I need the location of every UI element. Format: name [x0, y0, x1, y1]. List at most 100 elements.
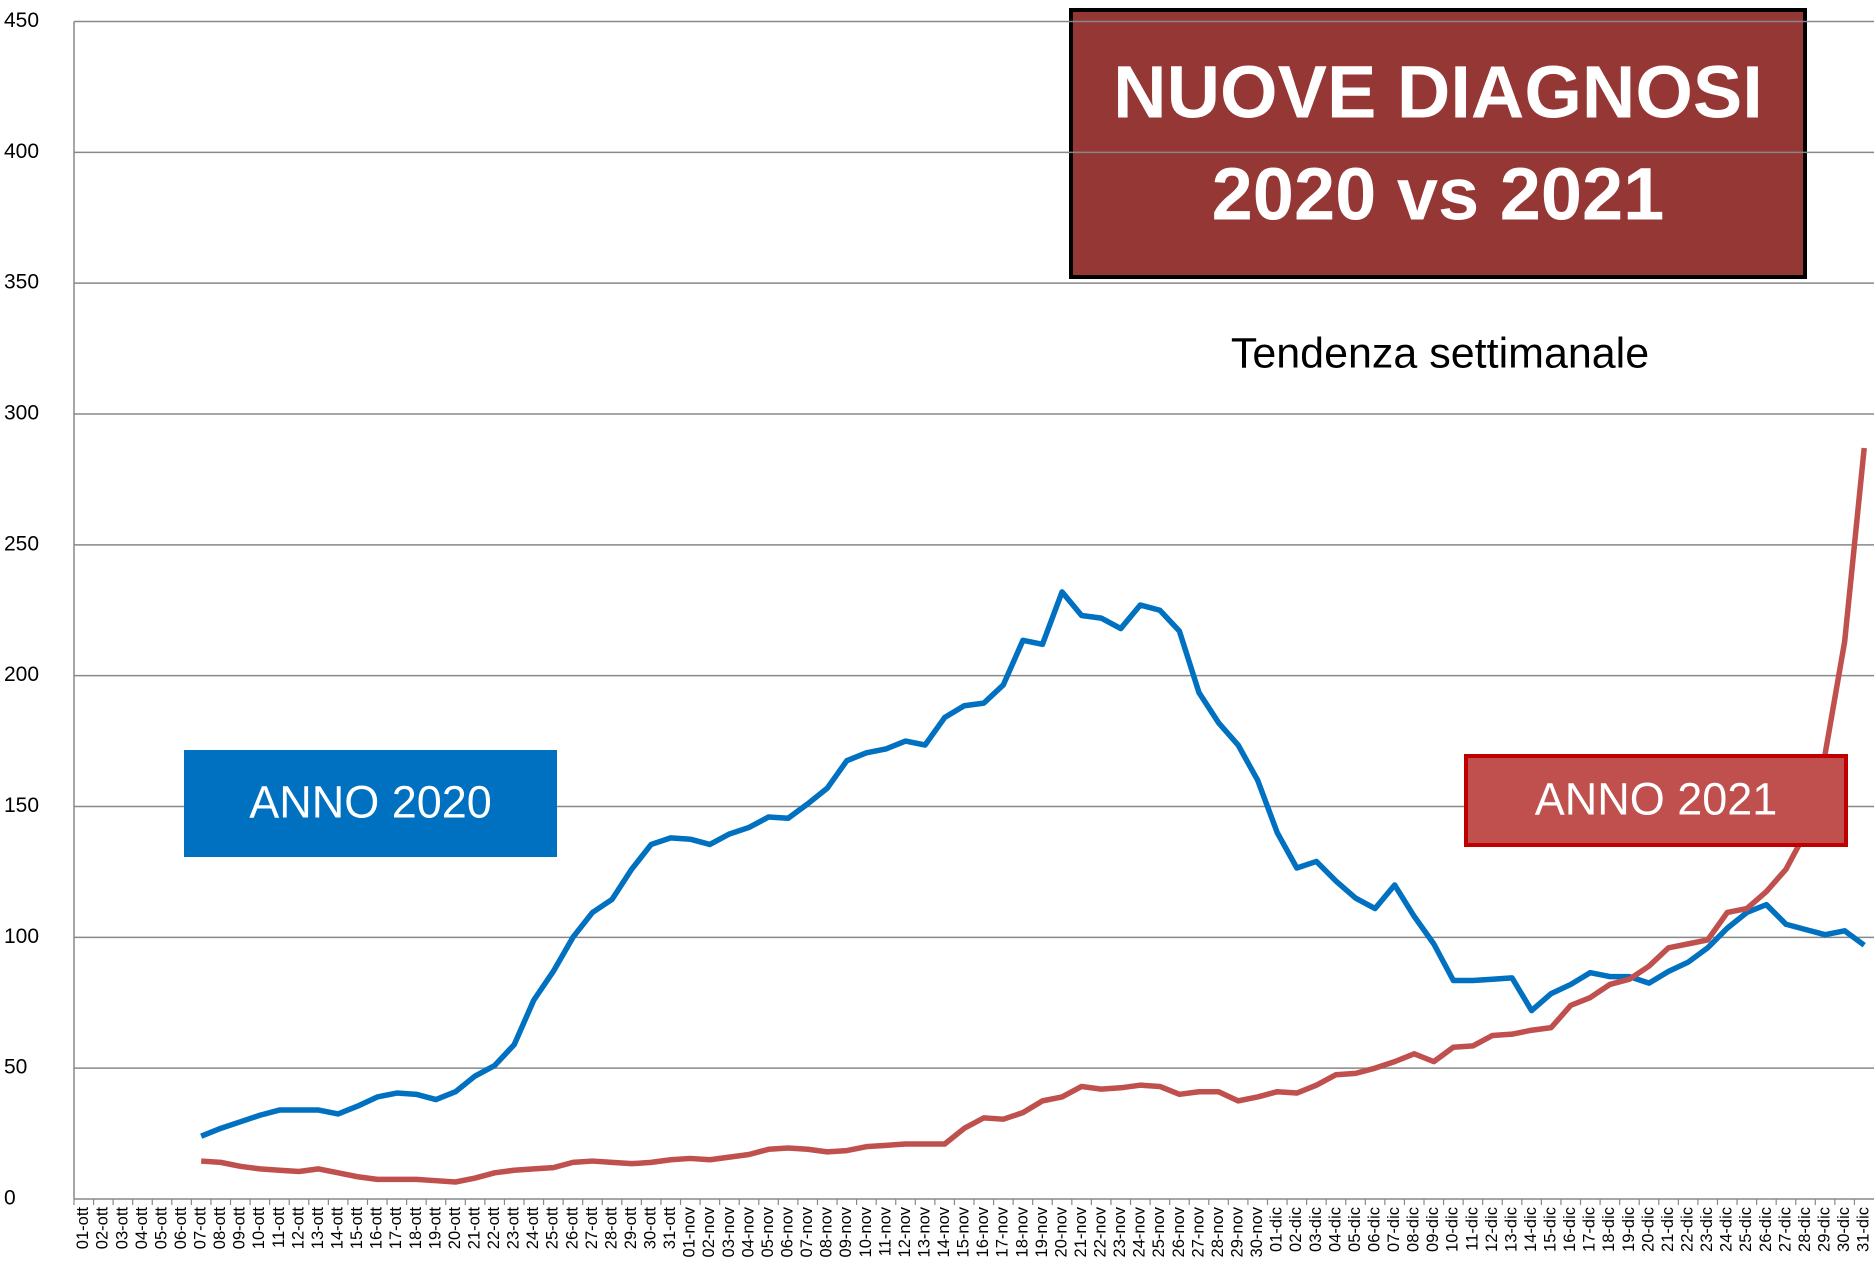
x-tick-label: 22-ott [485, 1207, 503, 1250]
legend-label: ANNO 2021 [1535, 773, 1778, 824]
x-tick-label: 16-dic [1561, 1207, 1579, 1252]
x-tick-label: 04-dic [1326, 1207, 1344, 1252]
x-tick-label: 17-dic [1581, 1207, 1599, 1252]
x-tick-label: 11-nov [876, 1206, 894, 1256]
x-tick-label: 30-ott [642, 1207, 660, 1250]
line-series [200, 589, 1866, 1139]
x-tick-label: 22-nov [1092, 1206, 1110, 1257]
x-tick-label: 27-nov [1189, 1206, 1207, 1257]
x-tick-label: 20-nov [1052, 1206, 1070, 1257]
x-tick-label: 25-dic [1737, 1207, 1755, 1252]
x-tick-label: 03-nov [720, 1206, 738, 1257]
x-tick-label: 13-dic [1502, 1207, 1520, 1252]
x-tick-label: 06-dic [1365, 1207, 1383, 1252]
x-tick-label: 15-nov [955, 1206, 973, 1257]
y-tick-label: 250 [4, 532, 39, 555]
x-tick-label: 21-ott [465, 1207, 483, 1250]
x-tick-label: 29-ott [622, 1207, 640, 1250]
y-tick-label: 200 [4, 663, 39, 686]
x-tick-label: 16-nov [974, 1206, 992, 1257]
x-tick-label: 30-dic [1835, 1207, 1853, 1252]
x-tick-label: 16-ott [368, 1207, 386, 1250]
x-tick-label: 28-dic [1796, 1207, 1814, 1252]
x-tick-label: 13-nov [915, 1206, 933, 1257]
x-tick-label: 31-ott [661, 1207, 679, 1250]
x-tick-label: 01-nov [681, 1206, 699, 1257]
chart-title: NUOVE DIAGNOSI [1113, 51, 1763, 134]
y-tick-label: 50 [4, 1056, 27, 1079]
x-tick-label: 05-nov [759, 1206, 777, 1257]
x-tick-label: 29-nov [1228, 1206, 1246, 1257]
x-tick-label: 19-dic [1620, 1207, 1638, 1252]
x-tick-label: 27-dic [1776, 1207, 1794, 1252]
x-tick-label: 23-nov [1111, 1206, 1129, 1257]
x-tick-label: 08-nov [818, 1206, 836, 1257]
x-tick-label: 24-ott [524, 1207, 542, 1250]
x-tick-label: 14-ott [328, 1207, 346, 1250]
x-tick-label: 10-nov [857, 1206, 875, 1257]
y-tick-label: 300 [4, 402, 39, 425]
x-tick-label: 09-dic [1424, 1207, 1442, 1252]
x-tick-label: 29-dic [1815, 1207, 1833, 1252]
x-tick-label: 09-nov [837, 1206, 855, 1257]
title-box [1069, 8, 1807, 279]
x-tick-label: 11-dic [1463, 1207, 1481, 1251]
x-tick-label: 02-dic [1287, 1207, 1305, 1252]
x-tick-label: 01-ott [74, 1207, 92, 1250]
x-tick-label: 24-nov [1131, 1206, 1149, 1257]
x-tick-label: 23-ott [505, 1207, 523, 1250]
x-tick-label: 25-nov [1150, 1206, 1168, 1257]
x-tick-label: 17-ott [387, 1207, 405, 1250]
x-tick-label: 12-nov [896, 1206, 914, 1257]
chart-subtitle: Tendenza settimanale [1231, 329, 1649, 377]
x-tick-label: 14-dic [1522, 1207, 1540, 1252]
x-tick-label: 24-dic [1718, 1207, 1736, 1252]
x-tick-label: 20-ott [446, 1207, 464, 1250]
x-tick-label: 07-nov [798, 1206, 816, 1257]
x-tick-label: 20-dic [1639, 1207, 1657, 1252]
x-tick-label: 03-ott [113, 1207, 131, 1250]
x-tick-label: 19-ott [426, 1207, 444, 1250]
y-tick-label: 400 [4, 140, 39, 163]
x-tick-label: 22-dic [1678, 1207, 1696, 1252]
x-tick-label: 07-dic [1385, 1207, 1403, 1252]
x-tick-label: 04-nov [739, 1206, 757, 1257]
x-tick-label: 10-ott [250, 1207, 268, 1250]
y-tick-label: 450 [4, 9, 39, 32]
x-tick-label: 01-dic [1268, 1207, 1286, 1252]
x-tick-label: 28-nov [1209, 1206, 1227, 1257]
x-tick-label: 18-nov [1013, 1206, 1031, 1257]
x-tick-label: 26-nov [1170, 1206, 1188, 1257]
x-tick-label: 08-ott [211, 1207, 229, 1250]
x-tick-label: 03-dic [1307, 1207, 1325, 1252]
x-tick-label: 09-ott [231, 1207, 249, 1250]
x-tick-label: 07-ott [192, 1207, 210, 1250]
x-tick-label: 23-dic [1698, 1207, 1716, 1252]
x-tick-label: 10-dic [1444, 1207, 1462, 1252]
y-tick-label: 0 [4, 1187, 16, 1210]
x-tick-label: 06-nov [778, 1206, 796, 1257]
x-tick-label: 12-ott [289, 1207, 307, 1250]
x-tick-label: 04-ott [133, 1207, 151, 1250]
x-tick-label: 19-nov [1033, 1206, 1051, 1257]
x-tick-label: 21-dic [1659, 1207, 1677, 1252]
x-tick-label: 27-ott [583, 1207, 601, 1250]
chart-title: 2020 vs 2021 [1212, 153, 1665, 236]
legend-box [184, 750, 557, 857]
x-tick-label: 30-nov [1248, 1206, 1266, 1257]
legend-label: ANNO 2020 [249, 776, 492, 827]
y-tick-label: 150 [4, 794, 39, 817]
y-tick-label: 350 [4, 271, 39, 294]
x-tick-label: 11-ott [270, 1207, 288, 1248]
x-tick-label: 17-nov [994, 1206, 1012, 1257]
x-tick-label: 12-dic [1483, 1207, 1501, 1252]
x-tick-label: 18-dic [1600, 1207, 1618, 1252]
x-tick-label: 26-ott [563, 1207, 581, 1250]
x-tick-label: 06-ott [172, 1207, 190, 1250]
x-tick-label: 28-ott [602, 1207, 620, 1250]
x-tick-label: 02-ott [94, 1207, 112, 1250]
x-tick-label: 26-dic [1757, 1207, 1775, 1252]
x-tick-label: 02-nov [700, 1206, 718, 1257]
